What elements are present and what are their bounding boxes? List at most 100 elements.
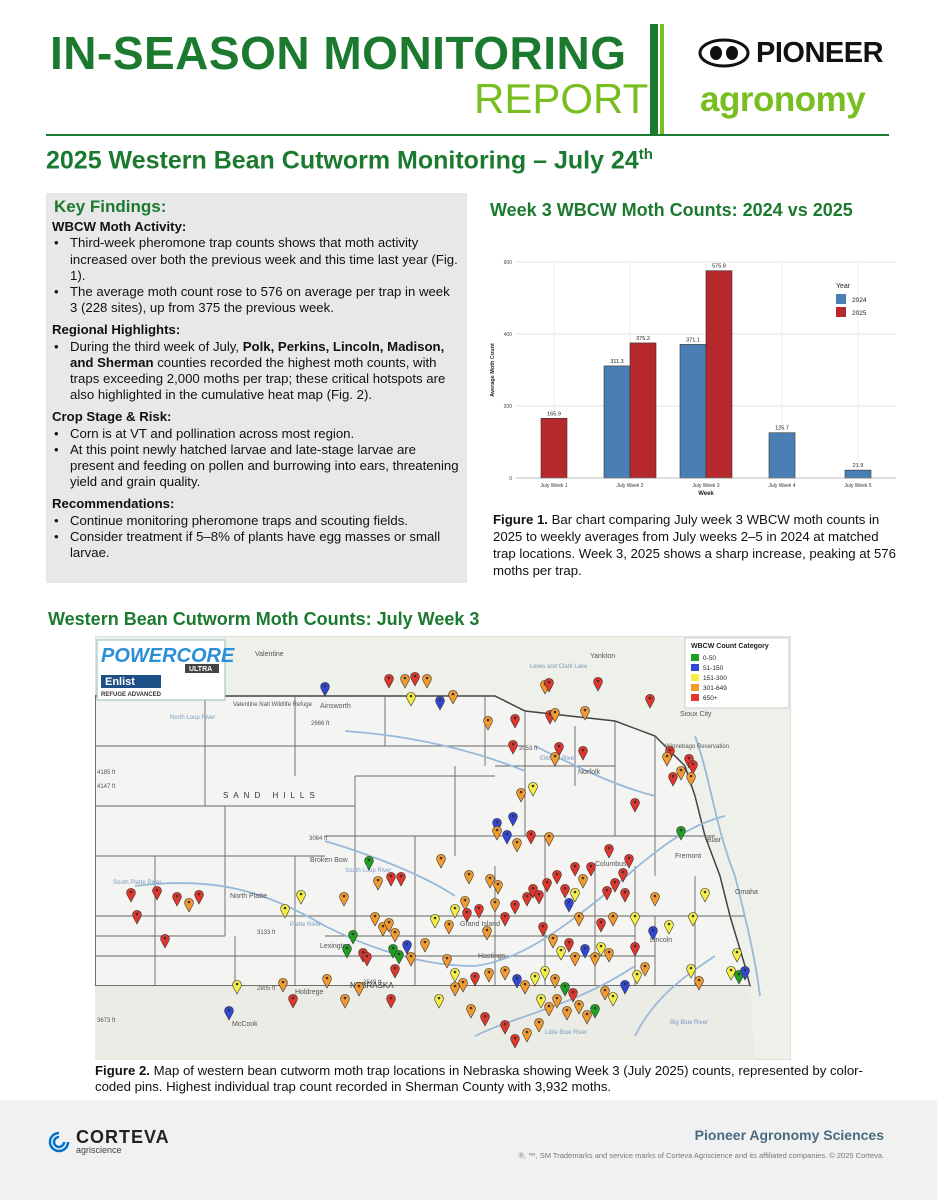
trap-pin[interactable]: [538, 922, 548, 937]
trap-pin[interactable]: [280, 904, 290, 919]
trap-pin[interactable]: [422, 674, 432, 689]
trap-pin[interactable]: [152, 886, 162, 901]
trap-pin[interactable]: [604, 844, 614, 859]
trap-pin[interactable]: [500, 1020, 510, 1035]
trap-pin[interactable]: [388, 944, 398, 959]
trap-pin[interactable]: [560, 982, 570, 997]
trap-pin[interactable]: [544, 832, 554, 847]
trap-pin[interactable]: [448, 690, 458, 705]
trap-pin[interactable]: [645, 694, 655, 709]
trap-pin[interactable]: [348, 930, 358, 945]
trap-pin[interactable]: [500, 912, 510, 927]
trap-pin[interactable]: [474, 904, 484, 919]
trap-pin[interactable]: [542, 878, 552, 893]
trap-pin[interactable]: [586, 862, 596, 877]
trap-pin[interactable]: [406, 952, 416, 967]
trap-pin[interactable]: [540, 966, 550, 981]
trap-pin[interactable]: [450, 982, 460, 997]
trap-pin[interactable]: [442, 954, 452, 969]
trap-pin[interactable]: [700, 888, 710, 903]
trap-pin[interactable]: [512, 974, 522, 989]
trap-pin[interactable]: [630, 912, 640, 927]
trap-pin[interactable]: [194, 890, 204, 905]
trap-pin[interactable]: [526, 830, 536, 845]
trap-pin[interactable]: [510, 1034, 520, 1049]
trap-pin[interactable]: [508, 740, 518, 755]
trap-pin[interactable]: [582, 1010, 592, 1025]
trap-pin[interactable]: [232, 980, 242, 995]
trap-pin[interactable]: [550, 708, 560, 723]
trap-pin[interactable]: [686, 964, 696, 979]
trap-pin[interactable]: [483, 716, 493, 731]
trap-pin[interactable]: [402, 940, 412, 955]
trap-pin[interactable]: [460, 896, 470, 911]
trap-pin[interactable]: [508, 812, 518, 827]
trap-pin[interactable]: [444, 920, 454, 935]
trap-pin[interactable]: [288, 994, 298, 1009]
trap-pin[interactable]: [516, 788, 526, 803]
trap-pin[interactable]: [676, 826, 686, 841]
trap-pin[interactable]: [640, 962, 650, 977]
trap-pin[interactable]: [593, 677, 603, 692]
trap-pin[interactable]: [522, 1028, 532, 1043]
trap-pin[interactable]: [172, 892, 182, 907]
trap-pin[interactable]: [400, 674, 410, 689]
trap-pin[interactable]: [510, 714, 520, 729]
trap-pin[interactable]: [340, 994, 350, 1009]
trap-pin[interactable]: [530, 972, 540, 987]
trap-pin[interactable]: [384, 918, 394, 933]
trap-pin[interactable]: [662, 752, 672, 767]
trap-pin[interactable]: [544, 678, 554, 693]
trap-pin[interactable]: [596, 918, 606, 933]
trap-pin[interactable]: [570, 862, 580, 877]
trap-pin[interactable]: [386, 994, 396, 1009]
trap-pin[interactable]: [608, 912, 618, 927]
trap-pin[interactable]: [384, 674, 394, 689]
trap-pin[interactable]: [364, 856, 374, 871]
trap-pin[interactable]: [610, 878, 620, 893]
trap-pin[interactable]: [602, 886, 612, 901]
trap-pin[interactable]: [578, 746, 588, 761]
trap-pin[interactable]: [462, 908, 472, 923]
trap-pin[interactable]: [184, 898, 194, 913]
trap-pin[interactable]: [339, 892, 349, 907]
trap-pin[interactable]: [580, 706, 590, 721]
trap-pin[interactable]: [740, 966, 750, 981]
trap-pin[interactable]: [342, 944, 352, 959]
trap-pin[interactable]: [362, 952, 372, 967]
trap-pin[interactable]: [492, 826, 502, 841]
trap-pin[interactable]: [604, 948, 614, 963]
trap-pin[interactable]: [536, 994, 546, 1009]
trap-pin[interactable]: [406, 692, 416, 707]
trap-pin[interactable]: [450, 968, 460, 983]
trap-pin[interactable]: [574, 912, 584, 927]
trap-pin[interactable]: [502, 830, 512, 845]
trap-pin[interactable]: [522, 892, 532, 907]
trap-pin[interactable]: [320, 682, 330, 697]
trap-pin[interactable]: [556, 946, 566, 961]
trap-pin[interactable]: [600, 986, 610, 1001]
trap-pin[interactable]: [390, 964, 400, 979]
trap-pin[interactable]: [732, 948, 742, 963]
trap-pin[interactable]: [436, 854, 446, 869]
trap-pin[interactable]: [552, 870, 562, 885]
trap-pin[interactable]: [618, 868, 628, 883]
trap-pin[interactable]: [520, 980, 530, 995]
trap-pin[interactable]: [550, 974, 560, 989]
trap-pin[interactable]: [668, 772, 678, 787]
trap-pin[interactable]: [132, 910, 142, 925]
trap-pin[interactable]: [650, 892, 660, 907]
trap-pin[interactable]: [500, 966, 510, 981]
trap-pin[interactable]: [528, 782, 538, 797]
trap-pin[interactable]: [570, 888, 580, 903]
trap-pin[interactable]: [554, 742, 564, 757]
trap-pin[interactable]: [676, 766, 686, 781]
trap-pin[interactable]: [552, 994, 562, 1009]
trap-pin[interactable]: [664, 920, 674, 935]
trap-pin[interactable]: [485, 874, 495, 889]
trap-pin[interactable]: [160, 934, 170, 949]
trap-pin[interactable]: [570, 952, 580, 967]
trap-pin[interactable]: [590, 1004, 600, 1019]
trap-pin[interactable]: [430, 914, 440, 929]
trap-pin[interactable]: [396, 872, 406, 887]
